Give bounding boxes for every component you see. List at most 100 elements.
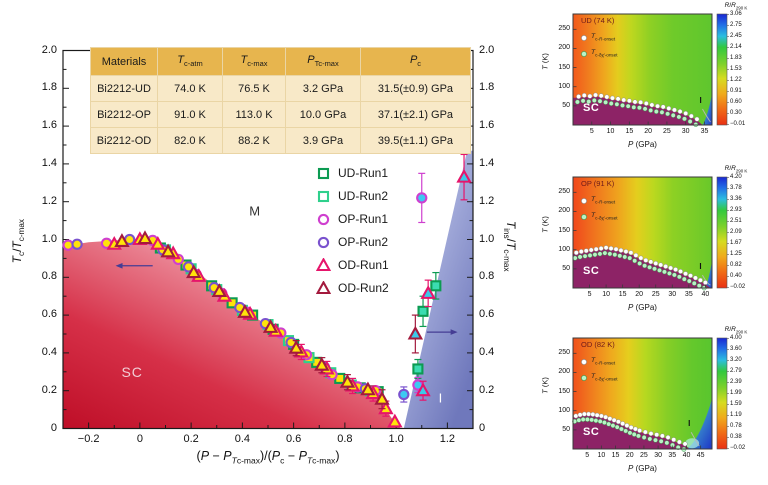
phase-diagram-panel: −0.2 0 0.2 0.4 0.6 0.8 1.0 1.2 0 0 0.2 0.2 0.4 0.4 0.6… — [10, 44, 519, 466]
colorbar-tick-label: 3.20 — [730, 357, 742, 363]
y-tick-label: 200 — [558, 44, 570, 52]
x-axis-label: P (GPa) — [628, 140, 657, 149]
heatmap-frame — [572, 337, 713, 450]
x-tick-label: 40 — [701, 291, 710, 298]
insulator-corner — [702, 94, 712, 125]
data-point — [378, 400, 394, 415]
y-axis-label-right: Tins/Tc-max — [501, 220, 519, 272]
data-point — [360, 381, 376, 396]
x-tick-label: 5 — [585, 452, 590, 459]
colorbar-tick-label: 0.30 — [730, 110, 742, 116]
x-tick-label: 30 — [668, 291, 677, 298]
y-tick-label: 50 — [562, 425, 570, 433]
data-point — [430, 280, 442, 292]
legend-label: Tc-R-onset — [591, 196, 616, 205]
data-point — [211, 283, 227, 298]
sc-dome-region — [573, 249, 711, 288]
x-tick-label: 15 — [618, 291, 627, 298]
x-tick-label: 45 — [696, 452, 705, 459]
phase-diagram-plot — [62, 49, 474, 430]
colorbar-tick-label: 0.40 — [730, 273, 742, 279]
left-arrow — [115, 262, 153, 269]
x-tick-label: 10 — [597, 452, 606, 459]
y-tick-label: 50 — [562, 101, 570, 109]
data-point — [226, 297, 238, 309]
legend-label: Tc-R-onset — [591, 357, 616, 366]
data-point — [398, 388, 410, 401]
y-tick-label: 200 — [558, 207, 570, 215]
colorbar-tick-label: 2.09 — [730, 229, 742, 235]
colorbar-tick-label: −0.01 — [730, 121, 746, 127]
x-tick-label: 30 — [681, 128, 690, 135]
x-tick-label: 20 — [625, 452, 634, 459]
legend-label: Tc-R-onset — [591, 33, 616, 42]
colorbar-tick-label: 2.14 — [730, 44, 742, 50]
x-tick-label: 35 — [668, 452, 677, 459]
colorbar-tick-label: 0.78 — [730, 423, 742, 429]
colorbar-tick-label: 3.60 — [730, 346, 742, 352]
colorbar — [716, 13, 728, 126]
panel-title: UD (74 K) — [581, 16, 615, 25]
y-tick-label: 150 — [558, 63, 570, 71]
colorbar-tick-label: 0.91 — [730, 88, 742, 94]
colorbar-tick-label: 2.45 — [730, 33, 742, 39]
insulator-annotation: I — [688, 419, 691, 429]
y-tick-label: 50 — [562, 264, 570, 272]
x-axis-label: P (GPa) — [628, 303, 657, 312]
heatmap-plot — [572, 13, 729, 128]
y-tick-label: 150 — [558, 226, 570, 234]
tc-onset-points — [574, 92, 700, 128]
data-point — [114, 233, 130, 247]
x-tick-label: 25 — [663, 128, 671, 135]
heatmap-frame — [572, 13, 713, 126]
y-tick-label: 250 — [558, 25, 570, 33]
y-axis-label: T (K) — [540, 53, 550, 70]
data-point — [137, 230, 153, 245]
legend-label: Tc-δχ′-onset — [591, 212, 618, 221]
y-tick-label: 250 — [558, 188, 570, 196]
data-point — [71, 238, 83, 250]
sc-region-label: SC — [583, 265, 600, 277]
colorbar-tick-label: 4.00 — [730, 335, 742, 341]
data-point — [412, 363, 424, 375]
x-tick-label: 15 — [611, 452, 620, 459]
heatmap-ticks — [573, 352, 702, 449]
data-point — [420, 285, 436, 299]
insulator-corner — [705, 261, 712, 288]
y-tick-label: 100 — [558, 245, 570, 253]
series-od-run1 — [106, 153, 472, 428]
colorbar-tick-label: 3.36 — [730, 196, 742, 202]
panel-title: OP (91 K) — [581, 179, 615, 188]
colorbar-tick-label: 2.79 — [730, 368, 742, 374]
axis-ticks — [62, 50, 474, 429]
data-point — [186, 264, 202, 279]
tc-onset-points — [572, 245, 708, 291]
y-tick-label: 200 — [558, 368, 570, 376]
colorbar-tick-label: 1.53 — [730, 66, 742, 72]
heatmap-plot — [572, 176, 729, 291]
colorbar-tick-label: 1.59 — [730, 401, 742, 407]
heatmap-panel-op: 5 10 15 20 25 30 35 40 50 100 150 200 250 P (GPa) T (K… — [535, 164, 768, 324]
data-point — [150, 235, 166, 250]
sc-region-label: SC — [583, 102, 600, 114]
data-point — [288, 339, 304, 354]
colorbar-tick-label: 2.75 — [730, 22, 742, 28]
colorbar-tick-label: 0.82 — [730, 262, 742, 268]
x-tick-label: 10 — [606, 128, 615, 135]
x-tick-label: 5 — [589, 128, 594, 135]
heatmap-frame — [572, 176, 713, 289]
colorbar-tick-label: 1.25 — [730, 251, 742, 257]
x-tick-label: 15 — [625, 128, 634, 135]
data-point — [237, 304, 253, 318]
heatmap-plot — [572, 337, 729, 452]
panel-title: OD (82 K) — [581, 340, 615, 349]
data-point — [314, 356, 330, 371]
data-point — [387, 413, 403, 428]
data-point — [339, 373, 356, 388]
data-point — [416, 192, 428, 204]
colorbar-tick-label: 1.83 — [730, 55, 742, 61]
heatmap-panel-ud: 5 10 15 20 25 30 35 50 100 150 200 250 P (GPa) T (K) U… — [535, 1, 768, 161]
colorbar-title: R/R290 K — [724, 165, 748, 174]
y-tick-label: 150 — [558, 387, 570, 395]
